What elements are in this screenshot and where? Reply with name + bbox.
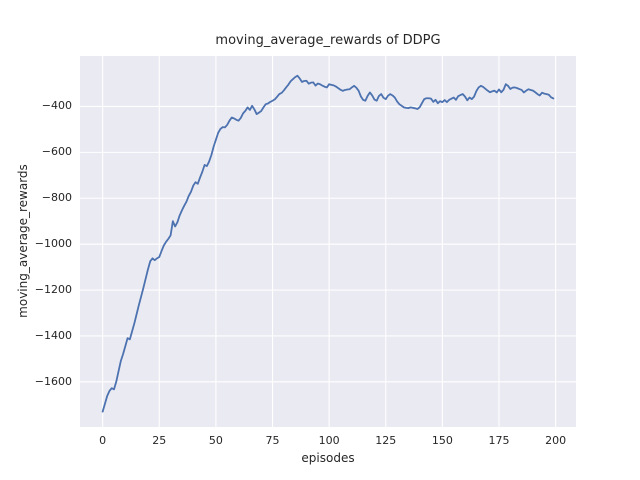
x-tick-label: 150 [431,434,453,447]
x-tick-label: 25 [152,434,167,447]
plot-area [80,56,576,427]
y-tick-label: −1600 [34,374,72,388]
x-tick-label: 175 [488,434,510,447]
x-tick-label: 50 [208,434,223,447]
x-tick-label: 100 [318,434,340,447]
y-tick-label: −1000 [34,237,72,251]
x-axis-label: episodes [301,451,355,465]
y-tick-label: −800 [41,191,72,205]
x-tick-label: 200 [545,434,567,447]
y-tick-label: −600 [41,145,72,159]
chart-title: moving_average_rewards of DDPG [215,33,441,48]
y-tick-label: −1400 [34,328,72,342]
y-tick-label: −400 [41,99,72,113]
y-tick-label: −1200 [34,283,72,297]
chart-canvas [80,56,576,427]
reward-curve-line [101,74,555,413]
x-tick-label: 75 [265,434,280,447]
x-tick-label: 125 [375,434,397,447]
x-tick-label: 0 [99,434,107,447]
